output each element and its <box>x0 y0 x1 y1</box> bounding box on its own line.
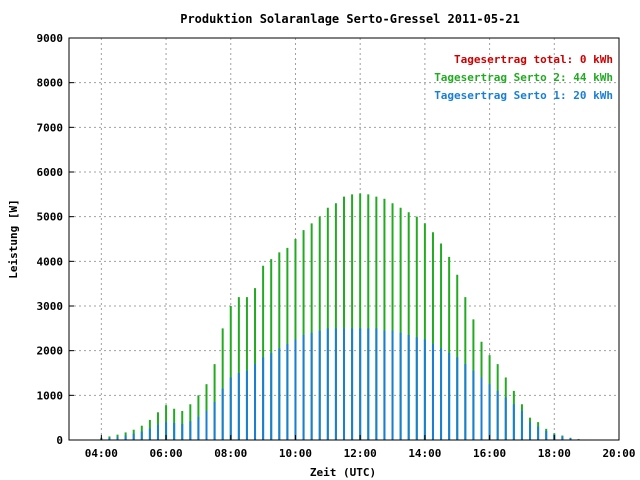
x-tick-label: 04:00 <box>85 447 118 460</box>
x-tick-label: 14:00 <box>408 447 441 460</box>
y-tick-label: 8000 <box>37 77 64 90</box>
x-tick-label: 10:00 <box>279 447 312 460</box>
y-tick-label: 5000 <box>37 211 64 224</box>
x-tick-label: 06:00 <box>149 447 182 460</box>
y-tick-label: 0 <box>56 434 63 447</box>
y-tick-label: 6000 <box>37 166 64 179</box>
chart-title: Produktion Solaranlage Serto-Gressel 201… <box>180 12 520 26</box>
x-tick-label: 08:00 <box>214 447 247 460</box>
y-tick-label: 2000 <box>37 345 64 358</box>
x-tick-label: 16:00 <box>473 447 506 460</box>
y-axis-label: Leistung [W] <box>7 199 20 278</box>
x-tick-label: 20:00 <box>602 447 635 460</box>
legend-entry: Tagesertrag total: 0 kWh <box>454 53 613 66</box>
y-tick-label: 1000 <box>37 389 64 402</box>
legend-entry: Tagesertrag Serto 1: 20 kWh <box>434 89 613 102</box>
x-axis: 04:00 06:00 08:00 10:00 12:00 14:00 16:00 18:00… <box>85 435 636 460</box>
legend: Tagesertrag total: 0 kWh Tagesertrag Sert… <box>434 53 613 102</box>
y-tick-label: 7000 <box>37 121 64 134</box>
x-tick-label: 18:00 <box>538 447 571 460</box>
y-tick-label: 9000 <box>37 32 64 45</box>
y-tick-label: 3000 <box>37 300 64 313</box>
y-axis: 0 1000 2000 3000 4000 5000 6000 7000 8000 9000 <box>37 32 74 447</box>
plot-frame <box>68 37 620 441</box>
legend-entry: Tagesertrag Serto 2: 44 kWh <box>434 71 613 84</box>
x-tick-label: 12:00 <box>344 447 377 460</box>
x-axis-label: Zeit (UTC) <box>310 466 376 479</box>
bars <box>100 193 580 440</box>
y-tick-label: 4000 <box>37 255 64 268</box>
